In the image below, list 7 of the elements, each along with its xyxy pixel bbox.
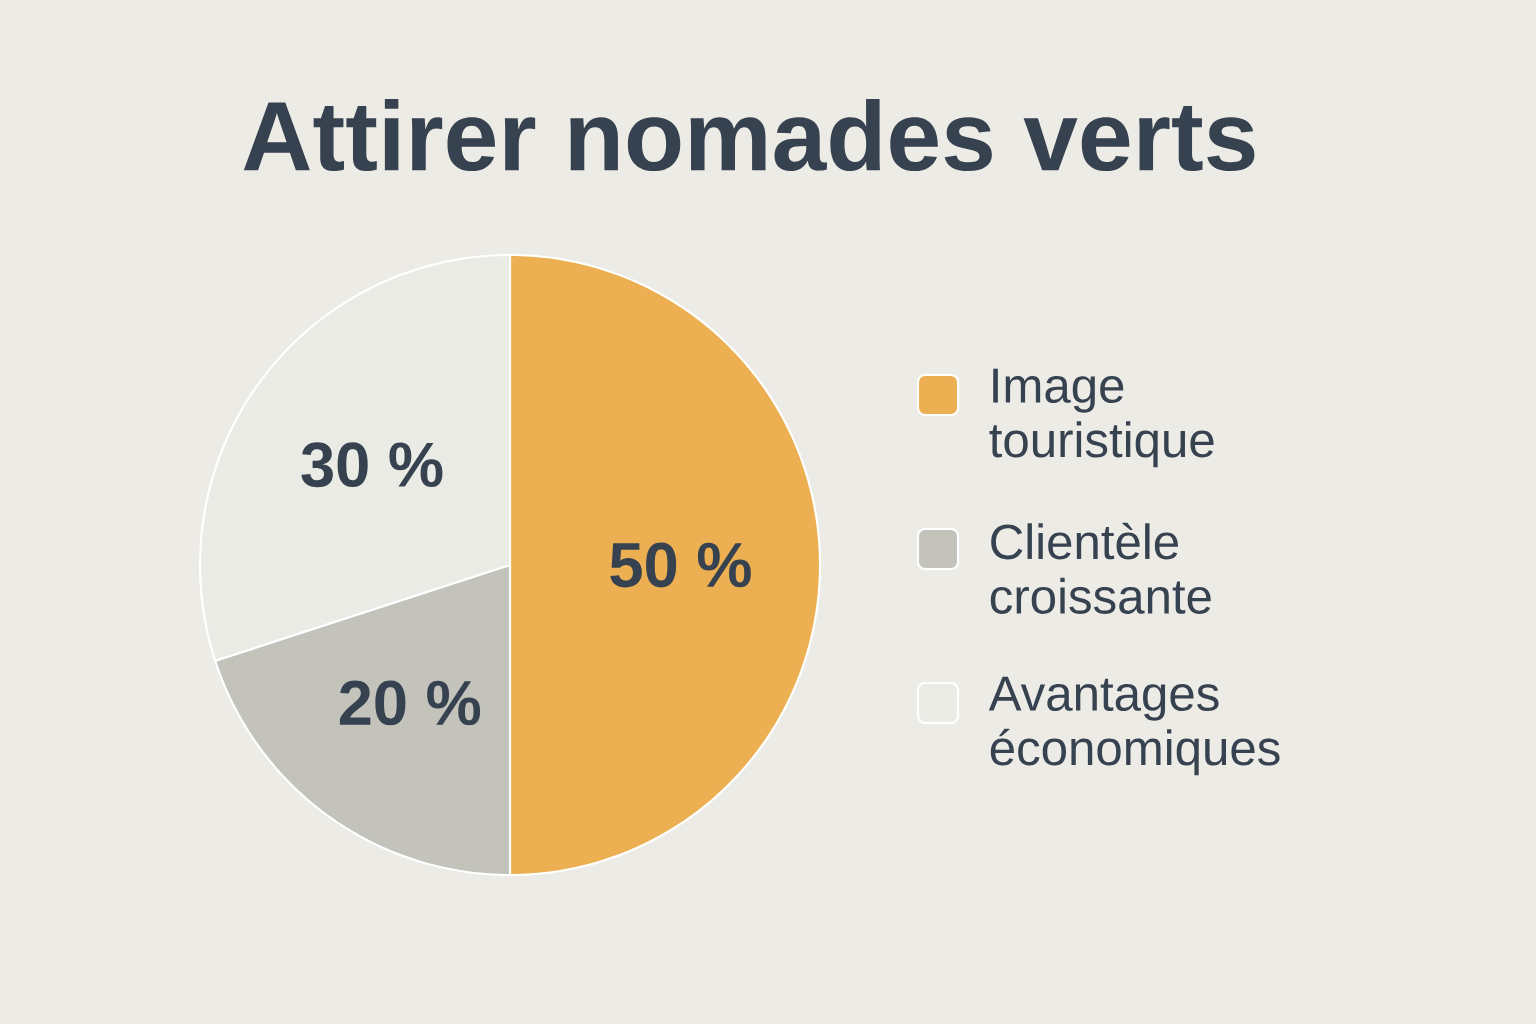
legend-label: Image touristique [989, 368, 1214, 468]
chart-title: Attirer nomades verts [243, 98, 1255, 172]
legend-label: Avantages économiques [988, 676, 1280, 776]
data-label: 50 % [610, 542, 751, 588]
data-label: 20 % [339, 680, 481, 726]
legend-label: Clientèle croissante [990, 522, 1211, 614]
data-label: 30 % [301, 442, 443, 488]
